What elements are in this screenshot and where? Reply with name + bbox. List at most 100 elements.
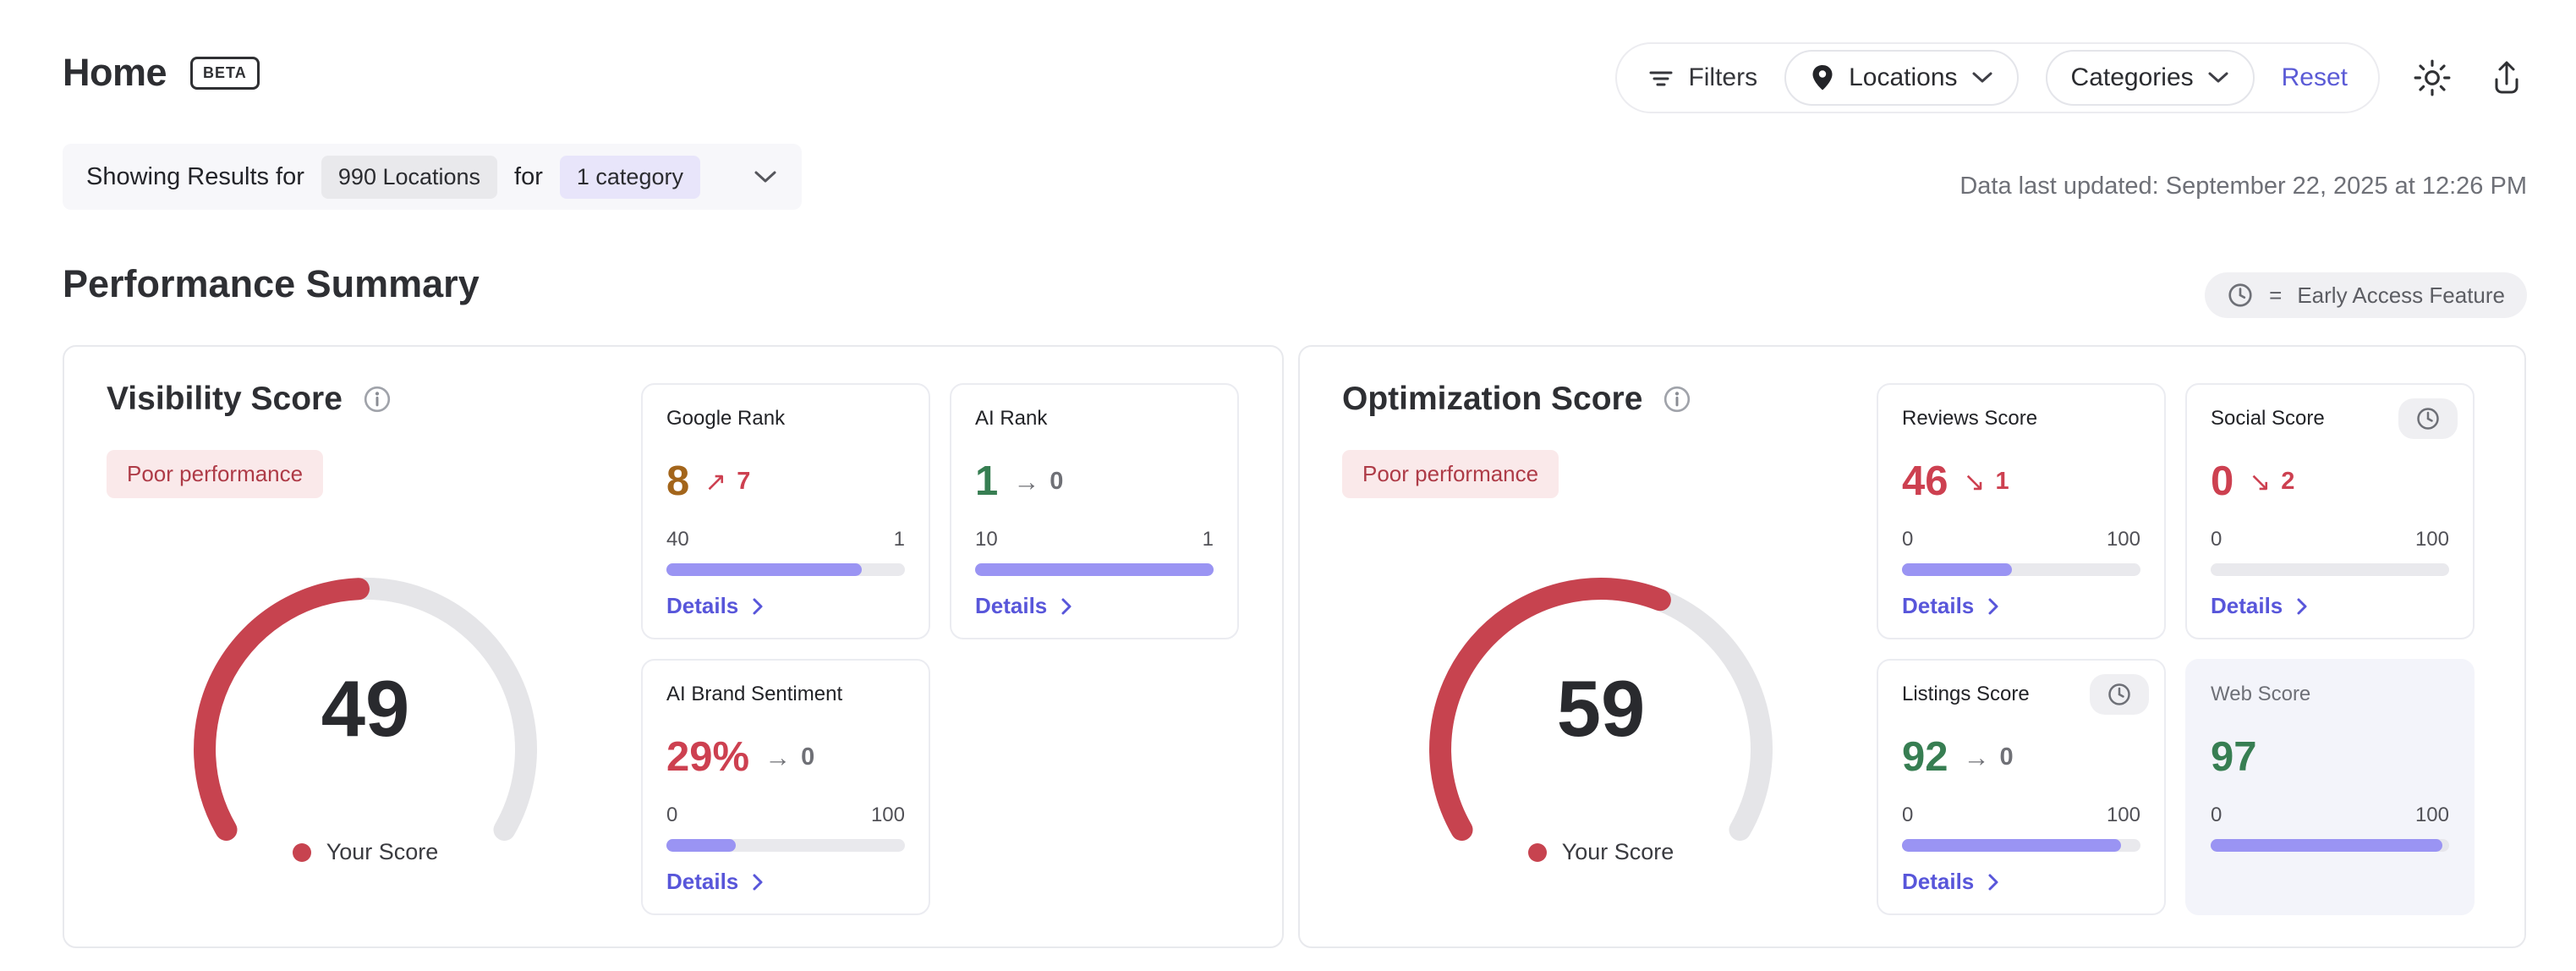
optimization-score-card: Optimization Score Poor performance 59 Y… (1298, 345, 2526, 948)
gauge-arc (1429, 577, 1773, 841)
trend-down-icon: ↘ (1963, 467, 1986, 496)
locations-count-pill: 990 Locations (321, 155, 498, 199)
metric-tile-ai-rank: AI Rank 1 → 0 10 1 Details (950, 383, 1239, 639)
gauge-arc (194, 577, 537, 841)
status-badge: Poor performance (107, 450, 324, 498)
page-title: Home (63, 51, 167, 94)
reset-button[interactable]: Reset (2281, 63, 2348, 91)
progress-bar (666, 839, 905, 852)
metric-label: Google Rank (666, 407, 786, 430)
trend-value: 0 (1999, 743, 2014, 771)
categories-label: Categories (2070, 63, 2194, 91)
clock-icon (2417, 408, 2439, 430)
legend-label: Your Score (1561, 839, 1674, 864)
chevron-right-icon (753, 874, 763, 890)
range-max: 100 (2414, 528, 2449, 551)
header-toolbar: Filters Locations Categories Reset (1615, 42, 2529, 113)
clock-icon (2228, 283, 2252, 307)
details-link[interactable]: Details (1902, 593, 1999, 619)
metric-value: 97 (2211, 734, 2257, 780)
trend: ↘ 1 (1964, 469, 2009, 495)
metric-value: 8 (666, 458, 690, 504)
last-updated-text: Data last updated: September 22, 2025 at… (1959, 173, 2527, 200)
results-summary-bar: Showing Results for 990 Locations for 1 … (63, 144, 802, 210)
metric-tile-web-score: Web Score 97 0 100 (2185, 659, 2475, 915)
score-gauge: 59 Your Score (1406, 565, 1795, 878)
expand-results-button[interactable] (753, 169, 778, 184)
metric-value: 0 (2211, 458, 2234, 504)
progress-bar-fill (666, 563, 863, 576)
metric-label: Reviews Score (1902, 407, 2038, 430)
details-link[interactable]: Details (666, 593, 764, 619)
details-link[interactable]: Details (666, 869, 764, 895)
equals-sign: = (2269, 282, 2283, 308)
trend: → 0 (1013, 469, 1063, 495)
chevron-right-icon (1988, 598, 1998, 614)
section-title: Performance Summary (63, 262, 480, 305)
metric-label: AI Brand Sentiment (666, 683, 843, 705)
categories-dropdown[interactable]: Categories (2045, 50, 2255, 106)
info-icon[interactable] (1663, 385, 1691, 414)
info-icon[interactable] (363, 385, 392, 414)
export-button[interactable] (2485, 56, 2529, 100)
metric-tile-google-rank: Google Rank 8 ↗ 7 40 1 Details (641, 383, 930, 639)
progress-bar-fill (1902, 839, 2122, 852)
range-max: 100 (870, 804, 905, 826)
chevron-right-icon (1988, 874, 1998, 890)
share-upload-icon (2495, 61, 2518, 94)
trend-value: 0 (801, 743, 815, 771)
range-max: 100 (2106, 528, 2140, 551)
metric-value: 92 (1902, 734, 1948, 780)
details-link[interactable]: Details (1902, 869, 1999, 895)
visibility-score-card: Visibility Score Poor performance 49 You… (63, 345, 1284, 948)
trend: → 0 (1964, 744, 2014, 771)
progress-bar (1902, 563, 2140, 576)
details-link[interactable]: Details (2211, 593, 2308, 619)
locations-dropdown[interactable]: Locations (1784, 50, 2019, 106)
trend-down-icon: ↘ (2249, 467, 2272, 496)
metric-value: 46 (1902, 458, 1948, 504)
early-access-clock-badge (2090, 674, 2149, 715)
filters-button[interactable]: Filters (1647, 63, 1757, 92)
trend: → 0 (765, 744, 814, 771)
chevron-down-icon (2208, 72, 2228, 83)
locations-label: Locations (1849, 63, 1958, 91)
score-value: 49 (321, 664, 410, 753)
range-min: 0 (1902, 528, 1914, 551)
metric-tile-ai-brand-sentiment: AI Brand Sentiment 29% → 0 0 100 Details (641, 659, 930, 915)
trend: ↘ 2 (2249, 469, 2294, 495)
metric-label: AI Rank (975, 407, 1048, 430)
range-max: 100 (2414, 804, 2449, 826)
details-link[interactable]: Details (975, 593, 1072, 619)
gauge-legend: Your Score (171, 839, 560, 865)
legend-label: Your Score (326, 839, 439, 864)
range-min: 0 (1902, 804, 1914, 826)
early-access-label: Early Access Feature (2297, 282, 2505, 308)
card-title: Visibility Score (107, 381, 343, 417)
early-access-clock-badge (2398, 398, 2458, 439)
card-title: Optimization Score (1342, 381, 1643, 417)
progress-bar-fill (2211, 839, 2442, 852)
range-min: 10 (975, 528, 998, 551)
results-connector: for (514, 162, 543, 190)
page-header: Home BETA (63, 51, 260, 95)
category-count-pill: 1 category (559, 155, 700, 199)
map-pin-icon (1812, 65, 1833, 91)
range-min: 0 (666, 804, 678, 826)
filters-toolbar-group: Filters Locations Categories Reset (1615, 42, 2380, 113)
range-max: 100 (2106, 804, 2140, 826)
chevron-down-icon (1972, 72, 1992, 83)
trend-flat-icon: → (1013, 467, 1040, 496)
metric-tile-social-score: Social Score 0 ↘ 2 (2185, 383, 2475, 639)
filters-label: Filters (1688, 63, 1758, 91)
settings-button[interactable] (2410, 56, 2454, 100)
metric-value: 1 (975, 458, 999, 504)
chevron-down-icon (754, 171, 776, 183)
gear-icon (2414, 59, 2451, 96)
metric-tile-reviews-score: Reviews Score 46 ↘ 1 0 100 Details (1877, 383, 2166, 639)
progress-bar (2211, 563, 2449, 576)
chevron-right-icon (2297, 598, 2307, 614)
progress-bar (2211, 839, 2449, 852)
progress-bar-fill (666, 839, 736, 852)
